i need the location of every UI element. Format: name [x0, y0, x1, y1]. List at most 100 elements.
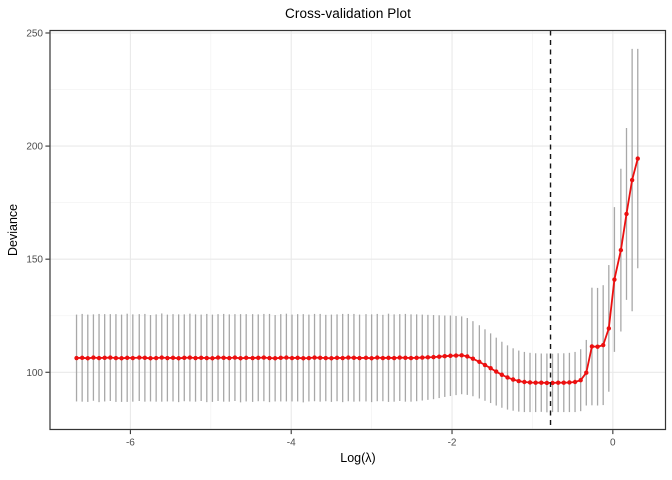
x-tick-label: -4 [287, 438, 296, 449]
cv-point [232, 355, 238, 360]
cv-point [137, 355, 142, 360]
cv-point [85, 356, 90, 361]
y-tick-label: 200 [26, 142, 43, 153]
cv-point [539, 380, 544, 385]
cv-point [102, 355, 107, 360]
cv-point [170, 355, 176, 360]
cv-point [289, 355, 295, 361]
cv-point [363, 355, 369, 360]
y-tick-label: 100 [26, 368, 43, 379]
cv-point [522, 379, 527, 385]
cv-point [629, 177, 635, 183]
cv-point [425, 355, 431, 360]
cv-point [386, 355, 391, 360]
cv-point [301, 356, 306, 361]
cv-point [470, 356, 476, 361]
cv-point [130, 355, 136, 361]
cv-point [221, 355, 226, 360]
cv-point [380, 355, 386, 361]
cv-point [306, 355, 312, 361]
cv-point [329, 356, 334, 361]
cv-point [278, 355, 283, 360]
cv-point [284, 355, 289, 360]
cv-point [477, 359, 482, 365]
cv-point [323, 355, 328, 361]
cv-point [391, 355, 397, 361]
cv-point [119, 356, 124, 361]
cv-point [595, 344, 600, 349]
cv-point [408, 355, 414, 361]
cv-point [499, 372, 505, 377]
cv-point [204, 355, 209, 361]
cv-point [124, 355, 130, 360]
cv-point [91, 355, 96, 360]
cv-point [606, 326, 612, 331]
cv-point [272, 356, 278, 361]
cv-point [198, 355, 204, 360]
cv-point [215, 355, 221, 360]
cv-point [375, 355, 380, 360]
cv-point [516, 378, 521, 384]
cv-point [165, 355, 170, 361]
cv-point [142, 355, 148, 360]
cv-point [74, 355, 79, 361]
cv-point [113, 355, 119, 361]
cv-point [227, 355, 232, 361]
cv-point [238, 356, 243, 361]
cv-point [494, 369, 499, 374]
cv-point [159, 355, 164, 360]
cv-point [459, 353, 464, 358]
cv-point [561, 380, 566, 385]
cv-point [193, 355, 198, 361]
x-tick-label: -2 [448, 438, 457, 449]
cv-point [482, 362, 488, 368]
cv-point [436, 354, 442, 359]
cv-point [340, 355, 345, 361]
cv-point [527, 380, 533, 385]
cv-point [488, 366, 493, 371]
x-axis-title: Log(λ) [340, 451, 376, 465]
cv-point [555, 380, 561, 385]
cv-point [403, 355, 408, 360]
cv-point [510, 377, 516, 382]
y-tick-label: 250 [26, 28, 43, 39]
cv-point [544, 380, 550, 386]
cv-point [176, 356, 181, 361]
cv-point [369, 356, 374, 361]
cv-point [505, 375, 510, 380]
cv-point [79, 355, 85, 360]
cv-point [312, 355, 317, 360]
panel-background [50, 30, 666, 430]
cv-point [589, 344, 595, 349]
cv-point [618, 247, 624, 253]
cv-point [465, 354, 470, 359]
cv-point [533, 380, 538, 385]
cv-point [414, 355, 419, 360]
cv-point [357, 355, 362, 361]
y-tick-label: 150 [26, 255, 43, 266]
cv-point [210, 356, 215, 361]
x-tick-label: 0 [610, 438, 616, 449]
cv-point [267, 355, 272, 361]
cv-point [453, 353, 459, 358]
cv-point [96, 355, 102, 361]
cv-point [295, 355, 300, 360]
cv-point [261, 355, 267, 360]
cv-point [351, 355, 357, 360]
chart-title: Cross-validation Plot [285, 6, 411, 21]
cv-point [334, 355, 340, 360]
cv-point [635, 156, 640, 161]
cv-point [346, 355, 351, 360]
cv-point [567, 380, 572, 385]
cv-point [550, 380, 555, 386]
cv-point [572, 379, 578, 385]
cv-point [187, 355, 193, 360]
panel-border [49, 29, 667, 431]
x-tick-label: -6 [126, 438, 135, 449]
cv-point [317, 355, 323, 360]
cv-point [612, 277, 617, 282]
cv-point [182, 355, 187, 360]
cv-point [250, 355, 255, 361]
